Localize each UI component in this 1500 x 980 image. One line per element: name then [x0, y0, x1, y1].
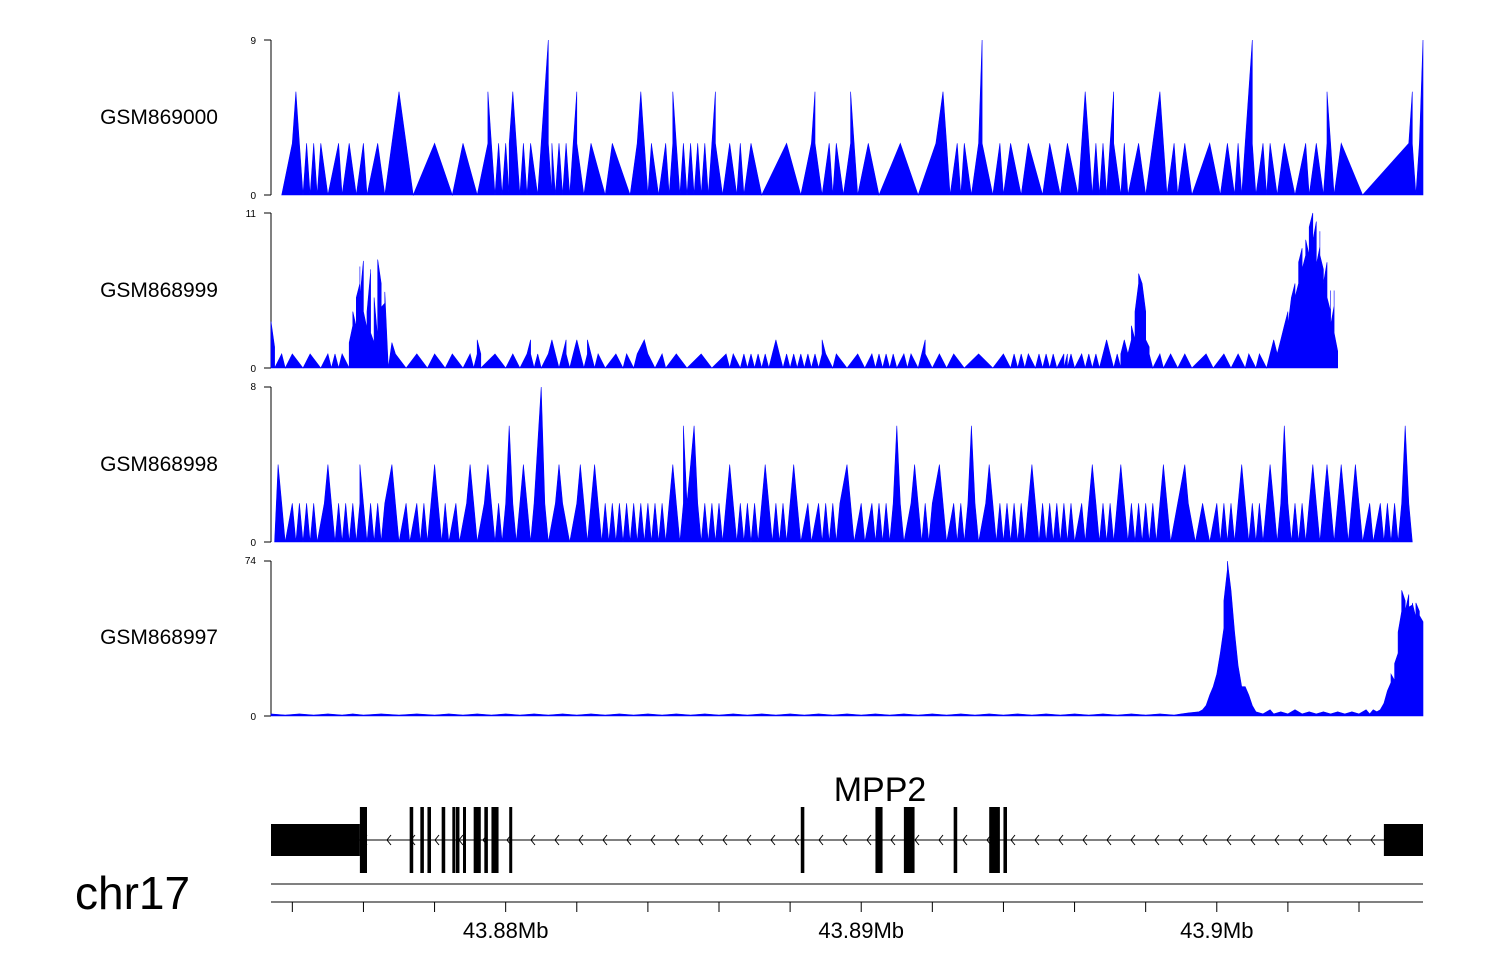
strand-arrow: [578, 834, 584, 846]
track-signal-area: [274, 386, 1413, 543]
strand-arrow: [962, 834, 968, 846]
strand-arrow: [818, 834, 824, 846]
track-signal-area: [270, 560, 1424, 717]
track-ymin-label: 0: [250, 364, 256, 375]
strand-arrow: [1154, 834, 1160, 846]
strand-arrow: [890, 834, 896, 846]
strand-arrow: [674, 834, 680, 846]
gene-utr-block: [271, 824, 360, 856]
strand-arrow: [1058, 834, 1064, 846]
track-signal-area: [281, 39, 1424, 197]
track-ymax-label: 74: [245, 556, 257, 567]
strand-arrow: [770, 834, 776, 846]
strand-arrow: [602, 834, 608, 846]
strand-arrow: [1226, 834, 1232, 846]
strand-arrow: [1370, 834, 1376, 846]
track-y-axis: [264, 386, 272, 543]
track-ymin-label: 0: [250, 712, 256, 723]
gene-exon-block: [427, 807, 431, 873]
strand-arrow: [530, 834, 536, 846]
track-signal-area: [270, 212, 1338, 369]
chromosome-label: chr17: [75, 867, 190, 919]
gene-model-track: MPP2: [271, 771, 1423, 873]
track-label: GSM868997: [100, 626, 218, 649]
track-gsm869000: GSM869000 9 0: [100, 36, 1424, 202]
gene-exon-block: [473, 807, 481, 873]
track-ymax-label: 8: [250, 382, 256, 393]
strand-arrow: [698, 834, 704, 846]
gene-exon-block: [359, 807, 367, 873]
track-gsm868999: GSM868999 11 0: [100, 209, 1338, 375]
strand-arrow: [1202, 834, 1208, 846]
gene-exon-block: [441, 807, 446, 873]
track-y-axis: [264, 212, 272, 369]
strand-arrow: [1082, 834, 1088, 846]
strand-arrow: [1130, 834, 1136, 846]
track-ymin-label: 0: [250, 538, 256, 549]
strand-arrow: [434, 834, 440, 846]
strand-arrow: [722, 834, 728, 846]
strand-arrow: [386, 834, 392, 846]
strand-arrow: [1178, 834, 1184, 846]
gene-exon-block: [903, 807, 915, 873]
gene-exon-block: [953, 807, 958, 873]
gene-exon-block: [875, 807, 883, 873]
strand-arrow: [794, 834, 800, 846]
track-ymax-label: 11: [246, 209, 257, 220]
track-label: GSM869000: [100, 106, 218, 129]
track-y-axis: [264, 560, 272, 717]
gene-exon-block: [491, 807, 499, 873]
track-ymin-label: 0: [250, 191, 256, 202]
track-gsm868998: GSM868998 8 0: [100, 382, 1413, 549]
strand-arrow: [650, 834, 656, 846]
strand-arrow: [938, 834, 944, 846]
strand-arrow: [554, 834, 560, 846]
strand-arrow: [1034, 834, 1040, 846]
x-tick-label: 43.88Mb: [463, 918, 549, 943]
gene-exon-block: [452, 807, 456, 873]
strand-arrow: [1010, 834, 1016, 846]
gene-exon-block: [1003, 807, 1007, 873]
strand-arrow: [842, 834, 848, 846]
x-tick-label: 43.89Mb: [818, 918, 904, 943]
gene-model: [271, 807, 1423, 873]
track-y-axis: [264, 39, 272, 196]
strand-arrow: [1346, 834, 1352, 846]
gene-exon-block: [409, 807, 414, 873]
gene-exon-block: [420, 807, 424, 873]
gene-exon-block: [509, 807, 513, 873]
gene-exon-block: [800, 807, 805, 873]
gene-name-label: MPP2: [834, 771, 927, 809]
strand-arrow: [1274, 834, 1280, 846]
track-label: GSM868998: [100, 453, 218, 476]
gene-exon-block: [455, 807, 460, 873]
gene-exon-block: [463, 807, 466, 873]
strand-arrow: [1106, 834, 1112, 846]
strand-arrow: [914, 834, 920, 846]
gene-utr-block: [1383, 824, 1423, 856]
gene-exon-block: [484, 807, 488, 873]
strand-arrow: [1322, 834, 1328, 846]
strand-arrow: [746, 834, 752, 846]
genome-axis-ticks: [291, 902, 1360, 912]
genome-axis: 43.88Mb 43.89Mb 43.9Mb: [271, 883, 1423, 943]
x-tick-label: 43.9Mb: [1180, 918, 1253, 943]
track-ymax-label: 9: [250, 36, 256, 47]
strand-arrow: [626, 834, 632, 846]
track-label: GSM868999: [100, 279, 218, 302]
track-gsm868997: GSM868997 74 0: [100, 556, 1424, 723]
strand-arrow: [1298, 834, 1304, 846]
gene-exon-block: [989, 807, 1000, 873]
strand-arrow: [866, 834, 872, 846]
strand-arrow: [1250, 834, 1256, 846]
